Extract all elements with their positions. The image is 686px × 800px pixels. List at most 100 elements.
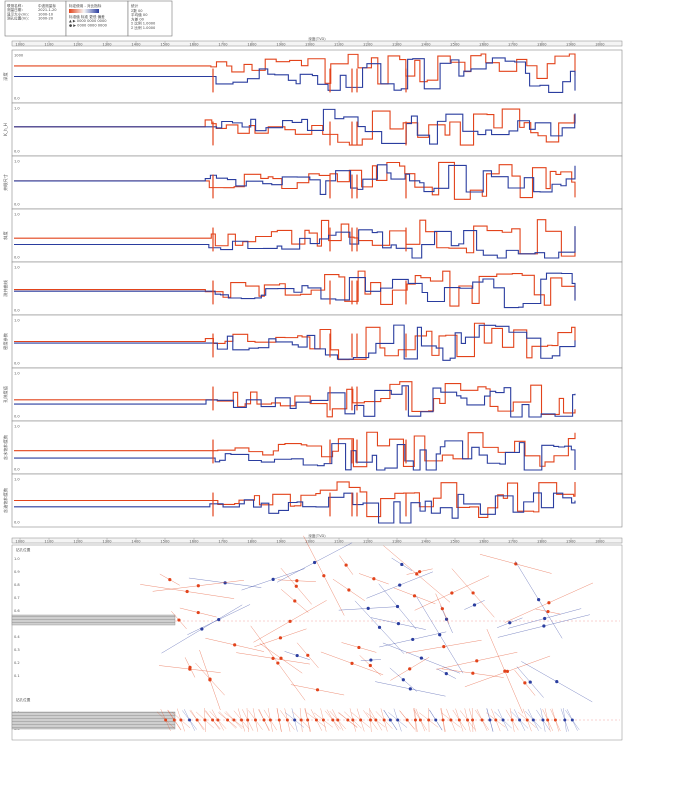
stat-row: Σ 比例 1.0000 [131,21,156,26]
log-panel-y-tick: 1.0 [14,424,20,428]
axis-tick-label: 1400 [131,539,141,543]
scatter-point [368,663,372,668]
scatter-point [395,604,400,609]
bottom-point [427,718,431,722]
log-panel-label: 测井曲线 [2,279,9,297]
log-panel-label: 深度 [2,72,9,81]
scatter-point [546,609,550,614]
legend-title: 标定使用 - 对比指标 [69,3,102,8]
bottom-point [368,718,372,722]
top-depth-axis: 1000 1100 1200 1300 1400 1500 1600 1700 1800 1900… [11,36,623,46]
bottom-point [405,718,409,722]
bottom-point [457,718,461,722]
axis-tick-label: 2500 [450,539,460,543]
info-box [4,0,67,37]
scatter-point [196,584,200,588]
bottom-point [321,718,325,722]
bottom-point [211,718,215,722]
axis-tick-label: 1500 [160,539,170,543]
axis-tick-label: 1100 [44,42,54,46]
scatter-point [418,570,422,574]
bottom-point [396,718,400,722]
axis-tick-label: 2900 [566,42,576,46]
scatter-point [471,671,475,675]
log-panel-y-tick: 0.0 [14,414,20,418]
bottom-point [172,718,176,722]
axis-tick-label: 1900 [276,539,286,543]
bottom-point [351,718,355,722]
scatter-point [271,656,275,660]
bottom-point [501,718,505,722]
bottom-point [449,718,453,722]
scatter-point [293,599,297,603]
axis-tick-label: 2100 [334,42,344,46]
axis-tick-label: 2100 [334,539,344,543]
bottom-point [164,718,168,722]
info-label: 测孔位置(m)： [7,16,31,21]
info-value: 1000-10 [38,12,54,16]
bottom-point [382,718,386,722]
log-panel-frame [11,102,623,157]
axis-tick-label: 2200 [363,539,373,543]
bottom-point [466,718,470,722]
scatter-point [408,667,412,671]
log-panel-y-tick: 1.0 [14,212,20,216]
bottom-point [188,718,192,722]
axis-tick-label: 2300 [392,42,402,46]
axis-bar [11,537,623,544]
stat-box [127,0,173,37]
scatter-point [366,606,370,610]
axis-tick-label: 2400 [421,42,431,46]
scatter-point [196,610,200,615]
scatter-point [475,659,479,663]
log-panel-label: 含油饱和度数 [2,487,9,513]
scatter-point [295,579,299,583]
log-series-blue [14,440,576,471]
axis-tick-label: 2000 [305,42,315,46]
scatter-point [347,588,351,592]
log-series-red [14,108,576,146]
log-series-blue [14,272,576,309]
bottom-point [434,718,438,722]
log-series-blue [14,57,576,94]
scatter-point [396,622,401,626]
stat-row: 平均值 00 [131,12,148,17]
scatter-point [276,661,280,665]
info-value: 中波测量标 [38,3,56,8]
bottom-point [314,718,318,722]
axis-tick-label: 2700 [508,42,518,46]
bottom-point [488,718,492,722]
scatter-point [440,607,444,611]
scatter-y-tick: 0.7 [14,596,20,600]
scatter-y-tick: 0.8 [14,583,20,587]
bottom-point [203,718,207,722]
axis-tick-label: 1700 [218,539,228,543]
log-panels: 深度 1000 0.0 K_h_H 1.0 0.0 井眼尺寸 1.0 0.0 斜度 1.0 0.0 测井… [2,49,623,528]
stat-row: Σ数 00 [131,8,143,13]
log-panel-frame [11,261,623,316]
scatter-point [312,560,317,565]
scatter-point [505,669,510,674]
scatter-point [401,678,405,682]
info-value: 2021-1-20 [38,8,57,12]
log-series-red [14,53,576,85]
scatter-point [372,577,376,581]
bottom-point [471,718,475,722]
bottom-point [494,718,498,722]
bottom-point [285,718,289,722]
axis-tick-label: 2000 [305,539,315,543]
scatter-point [223,581,227,585]
scatter-point [408,687,412,691]
axis-tick-label: 1600 [189,42,199,46]
scatter-point [279,656,283,660]
scatter-y-tick: 0.4 [14,635,20,639]
bottom-point [216,718,220,722]
scatter-point [188,667,192,671]
bottom-point [179,718,183,722]
axis-tick-label: 1200 [73,539,83,543]
scatter-point [344,563,348,567]
axis-tick-label: 3000 [595,42,605,46]
scatter-point [528,680,532,684]
bottom-point [226,718,230,722]
